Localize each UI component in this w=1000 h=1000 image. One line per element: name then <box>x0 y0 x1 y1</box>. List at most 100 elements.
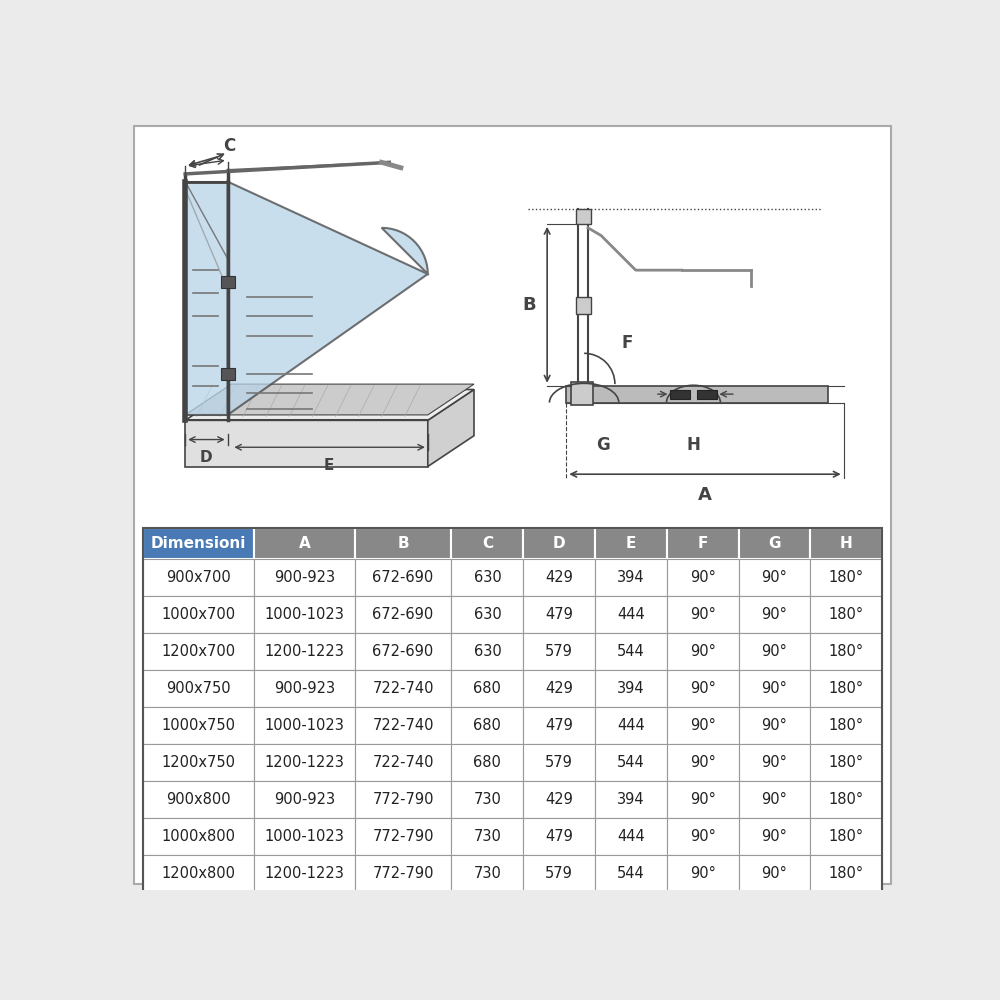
Text: 900x700: 900x700 <box>166 570 231 585</box>
Text: B: B <box>397 536 409 551</box>
Text: 479: 479 <box>545 829 573 844</box>
Text: 1200-1223: 1200-1223 <box>264 866 344 881</box>
Bar <box>143 855 254 892</box>
Bar <box>355 781 451 818</box>
Text: 730: 730 <box>473 829 501 844</box>
Text: 90°: 90° <box>762 607 787 622</box>
Text: 772-790: 772-790 <box>372 866 434 881</box>
Bar <box>143 707 254 744</box>
Bar <box>451 855 523 892</box>
Bar <box>810 596 882 633</box>
Bar <box>254 744 355 781</box>
Text: A: A <box>299 536 310 551</box>
Text: 1000-1023: 1000-1023 <box>264 718 344 733</box>
Text: 90°: 90° <box>690 792 716 807</box>
Bar <box>143 596 254 633</box>
Bar <box>739 670 810 707</box>
Bar <box>451 559 523 596</box>
Text: 90°: 90° <box>762 792 787 807</box>
Text: 90°: 90° <box>690 718 716 733</box>
Bar <box>595 781 667 818</box>
Text: 1200x750: 1200x750 <box>162 755 236 770</box>
Bar <box>221 368 235 380</box>
Text: G: G <box>596 436 610 454</box>
Text: 722-740: 722-740 <box>372 755 434 770</box>
Bar <box>254 707 355 744</box>
Bar <box>810 559 882 596</box>
Bar <box>451 781 523 818</box>
Bar <box>739 744 810 781</box>
Bar <box>254 559 355 596</box>
Bar <box>355 633 451 670</box>
Text: 730: 730 <box>473 792 501 807</box>
Bar <box>451 670 523 707</box>
Text: 394: 394 <box>617 681 645 696</box>
Bar <box>595 633 667 670</box>
Text: 672-690: 672-690 <box>372 607 434 622</box>
Text: 772-790: 772-790 <box>372 829 434 844</box>
Text: 444: 444 <box>617 718 645 733</box>
Bar <box>595 596 667 633</box>
Text: 680: 680 <box>473 718 501 733</box>
Bar <box>667 633 739 670</box>
Text: 90°: 90° <box>690 681 716 696</box>
Bar <box>576 209 591 224</box>
Polygon shape <box>185 384 474 415</box>
Bar <box>143 528 254 559</box>
Text: 90°: 90° <box>690 644 716 659</box>
Text: 90°: 90° <box>762 644 787 659</box>
Text: 429: 429 <box>545 681 573 696</box>
Text: F: F <box>697 536 708 551</box>
Bar <box>667 596 739 633</box>
Text: 900-923: 900-923 <box>274 792 335 807</box>
Text: 672-690: 672-690 <box>372 570 434 585</box>
Text: 1200x800: 1200x800 <box>162 866 236 881</box>
Bar <box>566 386 828 403</box>
Bar <box>523 559 595 596</box>
Bar <box>667 670 739 707</box>
Text: 722-740: 722-740 <box>372 681 434 696</box>
Text: 180°: 180° <box>829 607 864 622</box>
Text: 900-923: 900-923 <box>274 681 335 696</box>
Text: 180°: 180° <box>829 718 864 733</box>
Bar <box>523 781 595 818</box>
Bar <box>355 596 451 633</box>
Bar <box>143 559 254 596</box>
Bar <box>739 528 810 559</box>
Text: 180°: 180° <box>829 792 864 807</box>
Text: 180°: 180° <box>829 681 864 696</box>
Text: 630: 630 <box>474 607 501 622</box>
Bar <box>595 670 667 707</box>
Text: D: D <box>200 450 212 465</box>
Bar <box>143 744 254 781</box>
Bar <box>667 707 739 744</box>
Bar <box>571 382 593 405</box>
Text: 180°: 180° <box>829 829 864 844</box>
Bar <box>810 781 882 818</box>
Text: A: A <box>698 486 712 504</box>
Text: 680: 680 <box>473 755 501 770</box>
Text: 722-740: 722-740 <box>372 718 434 733</box>
Bar <box>810 855 882 892</box>
Text: 1000x700: 1000x700 <box>161 607 236 622</box>
Text: 90°: 90° <box>690 755 716 770</box>
Bar <box>451 633 523 670</box>
Text: 1000-1023: 1000-1023 <box>264 607 344 622</box>
Polygon shape <box>228 182 428 415</box>
Text: 672-690: 672-690 <box>372 644 434 659</box>
Bar <box>523 596 595 633</box>
Bar <box>810 707 882 744</box>
Bar <box>221 276 235 288</box>
Text: G: G <box>768 536 781 551</box>
Bar <box>254 855 355 892</box>
Bar <box>355 818 451 855</box>
Bar <box>254 781 355 818</box>
Bar <box>523 670 595 707</box>
Text: 772-790: 772-790 <box>372 792 434 807</box>
Bar <box>143 670 254 707</box>
Text: 479: 479 <box>545 607 573 622</box>
Text: E: E <box>324 458 334 473</box>
Text: 90°: 90° <box>762 866 787 881</box>
Text: 90°: 90° <box>762 718 787 733</box>
Bar <box>739 633 810 670</box>
